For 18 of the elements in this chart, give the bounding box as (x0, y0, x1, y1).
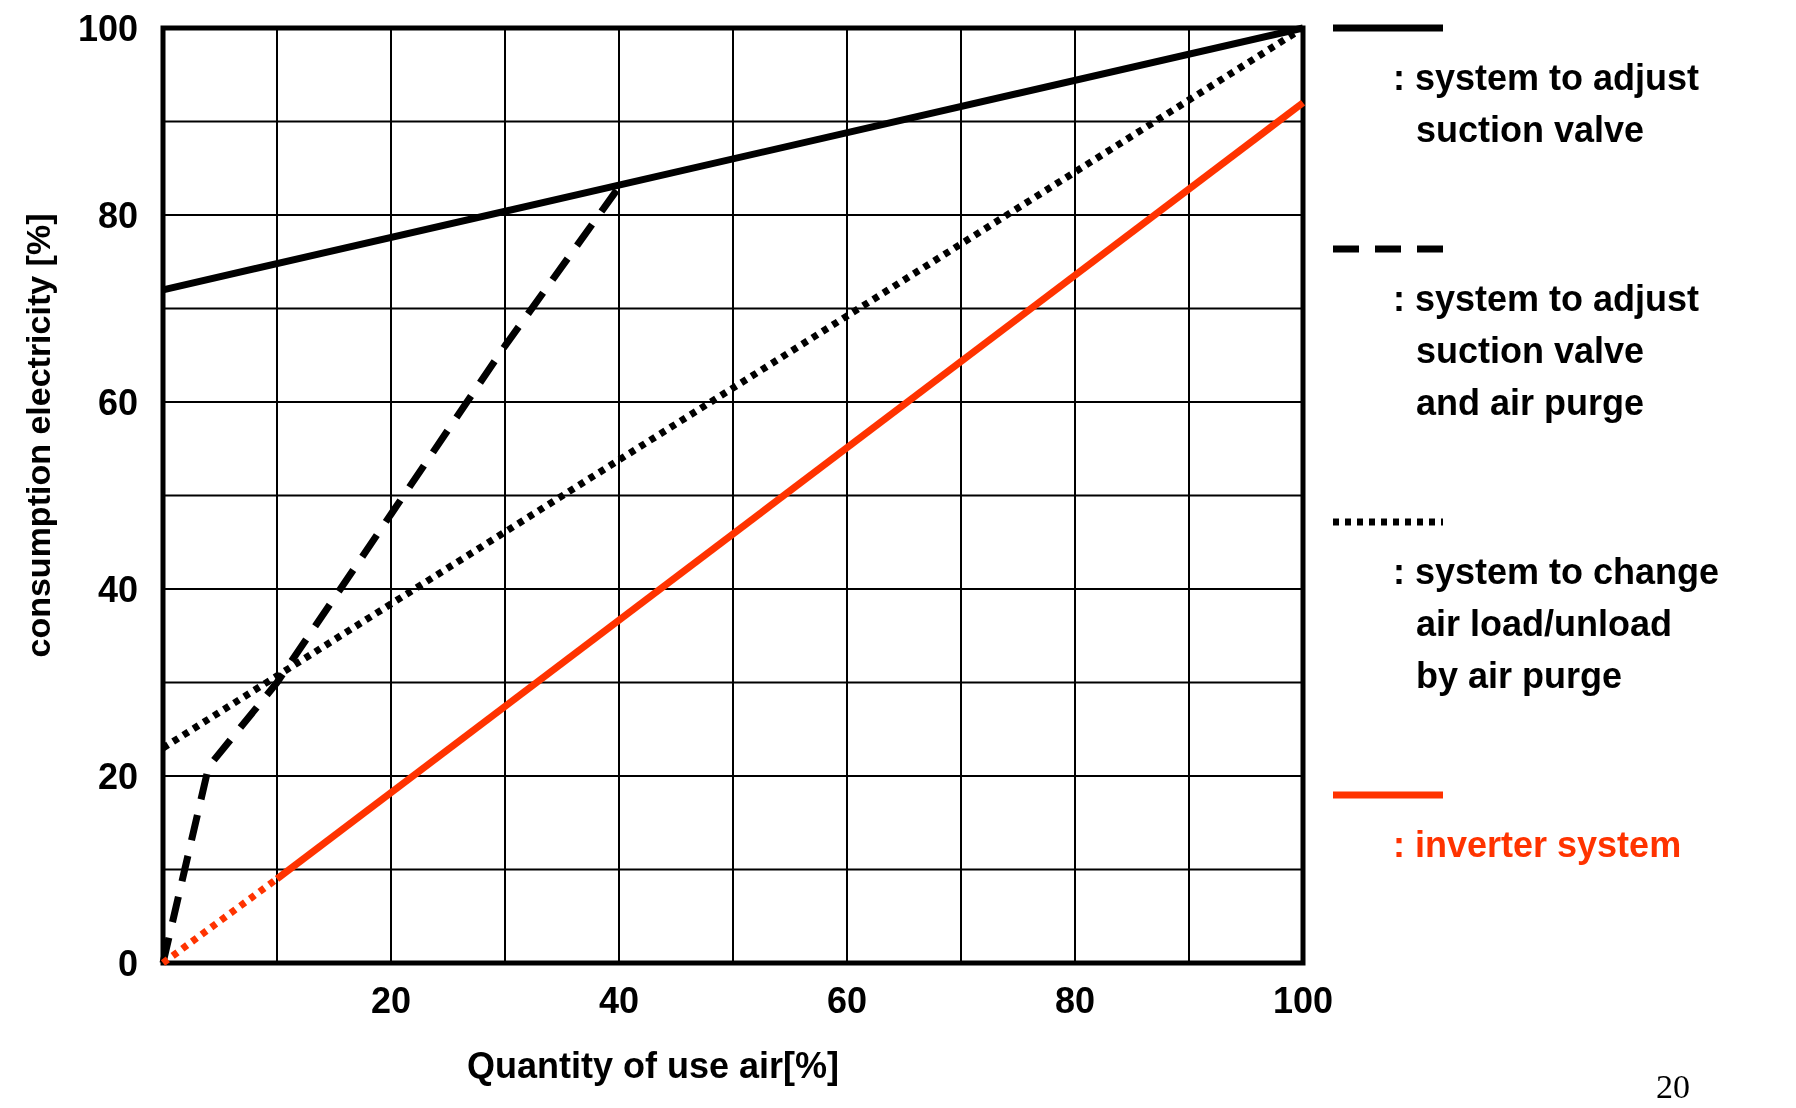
y-tick-label: 0 (117, 942, 138, 984)
x-tick-label: 100 (1272, 980, 1334, 1021)
y-axis-title: consumption electricity [%] (19, 213, 57, 658)
legend-label: : inverter system (1393, 824, 1682, 865)
legend-label: : system to change air load/unload by air purge (1393, 551, 1720, 696)
x-tick-label: 40 (598, 980, 640, 1021)
y-tick-label: 20 (97, 755, 138, 797)
x-tick-label: 60 (826, 980, 868, 1021)
y-tick-label: 100 (77, 7, 138, 49)
x-axis-title: Quantity of use air[%] (466, 1045, 840, 1086)
legend-label: : system to adjust suction valve and air purge (1393, 278, 1700, 423)
y-tick-label: 60 (97, 381, 138, 423)
text: 20 (1656, 1068, 1690, 1105)
x-tick-label: 20 (370, 980, 412, 1021)
y-tick-label: 40 (97, 568, 138, 610)
x-tick-label: 80 (1054, 980, 1096, 1021)
y-tick-label: 80 (97, 194, 138, 236)
legend-label: : system to adjust suction valve (1393, 57, 1700, 150)
